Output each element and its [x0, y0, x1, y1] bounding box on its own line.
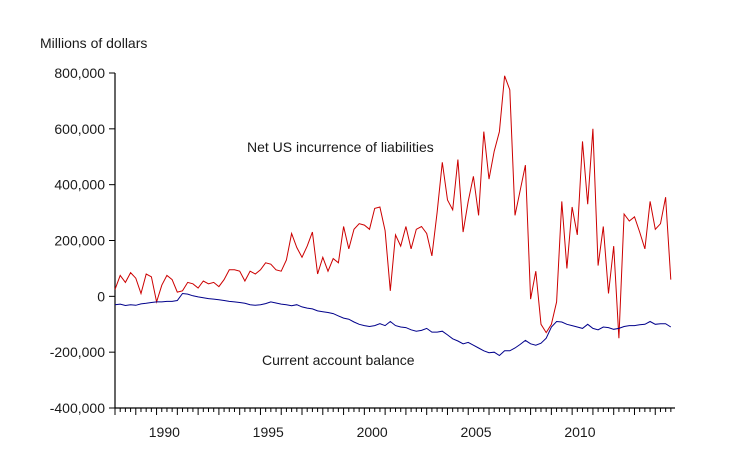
- x-tick-label: 2010: [564, 424, 595, 440]
- plot-series: [114, 75, 672, 357]
- series-label-current-account: Current account balance: [262, 352, 415, 368]
- y-tick-label: -400,000: [50, 400, 105, 416]
- y-unit-label: Millions of dollars: [40, 35, 147, 51]
- y-tick-label: 400,000: [54, 177, 105, 193]
- y-tick-label: -200,000: [50, 344, 105, 360]
- y-tick-label: 0: [97, 288, 105, 304]
- series-line-current-account: [114, 292, 672, 357]
- series-label-liabilities: Net US incurrence of liabilities: [247, 139, 434, 155]
- x-axis: 1990 1995 2000 2005 2010: [114, 407, 675, 440]
- y-tick-label: 800,000: [54, 65, 105, 81]
- y-axis: 800,000 600,000 400,000 200,000 0 -200,000 -40…: [50, 65, 116, 416]
- x-tick-label: 1995: [253, 424, 284, 440]
- y-tick-label: 600,000: [54, 121, 105, 137]
- x-tick-label: 2005: [460, 424, 491, 440]
- x-tick-label: 2000: [357, 424, 388, 440]
- y-tick-label: 200,000: [54, 233, 105, 249]
- x-tick-label: 1990: [149, 424, 180, 440]
- series-line-liabilities: [114, 75, 672, 339]
